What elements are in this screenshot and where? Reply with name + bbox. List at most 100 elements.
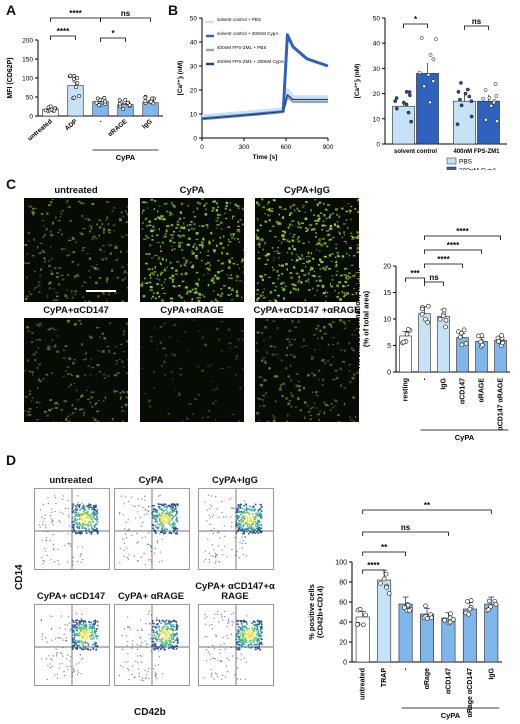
flow-event: [248, 634, 251, 637]
micrograph-speckle: [24, 243, 28, 247]
micrograph-speckle: [160, 364, 163, 368]
micrograph-speckle: [285, 354, 289, 357]
flow-event: [92, 648, 95, 650]
flow-event: [240, 528, 243, 531]
micrograph-speckle: [194, 254, 198, 257]
micrograph-speckle: [228, 286, 231, 290]
micrograph-speckle: [148, 224, 152, 227]
flow-event: [94, 505, 97, 508]
micrograph-speckle: [227, 366, 230, 369]
flow-event: [76, 673, 79, 676]
micrograph-speckle: [321, 238, 325, 240]
flow-event: [150, 550, 152, 553]
flow-event: [174, 639, 177, 642]
micrograph-speckle: [327, 268, 331, 270]
micrograph-speckle: [326, 292, 329, 294]
micrograph-speckle: [149, 289, 153, 291]
flow-event: [89, 505, 92, 508]
micrograph-speckle: [35, 286, 38, 288]
flow-event: [72, 510, 75, 512]
flow-event: [74, 627, 77, 629]
flow-event: [172, 641, 175, 643]
micrograph-speckle: [158, 295, 161, 298]
flow-event: [242, 539, 244, 542]
flow-event: [80, 632, 83, 635]
micrograph-speckle: [55, 343, 57, 346]
micrograph-speckle: [207, 261, 210, 264]
flow-event: [144, 495, 146, 498]
micrograph-speckle: [164, 269, 167, 272]
flow-event: [258, 641, 261, 644]
flow-event: [137, 668, 140, 670]
micrograph-speckle: [307, 404, 309, 407]
micrograph-speckle: [140, 346, 143, 348]
micrograph-speckle: [271, 266, 274, 268]
micrograph-speckle: [289, 207, 292, 209]
micrograph-speckle: [292, 203, 296, 206]
flow-event: [84, 523, 87, 526]
flow-event: [92, 516, 94, 519]
flow-event: [75, 632, 78, 635]
micrograph-speckle: [216, 277, 219, 280]
micrograph-speckle: [221, 251, 223, 255]
micrograph-speckle: [291, 283, 295, 286]
micrograph-speckle: [79, 408, 81, 411]
flow-event: [239, 523, 242, 526]
flow-event: [240, 519, 242, 521]
micrograph-speckle: [315, 394, 319, 397]
flow-event: [260, 638, 263, 641]
micrograph-speckle: [38, 252, 42, 254]
micrograph-speckle: [67, 206, 71, 209]
micrograph-speckle: [127, 263, 128, 266]
data-point: [465, 599, 470, 604]
sig-group-bracket: [403, 23, 428, 28]
micrograph-speckle: [209, 264, 211, 267]
micrograph-speckle: [51, 372, 53, 374]
micrograph-speckle: [64, 345, 68, 347]
sig-cypa-acd147-label: ****: [437, 255, 450, 264]
flow-event: [155, 638, 158, 641]
data-point: [406, 327, 411, 332]
flow-event: [159, 551, 162, 553]
flow-event: [249, 630, 251, 633]
flow-event: [166, 528, 169, 531]
flow-event: [237, 625, 240, 628]
flow-event: [254, 636, 257, 639]
flow-event: [172, 510, 175, 513]
micrograph-speckle: [294, 326, 298, 329]
data-point: [401, 100, 406, 105]
micrograph-speckle: [220, 262, 224, 265]
micrograph-speckle: [88, 335, 92, 337]
micrograph-speckle: [189, 261, 193, 263]
flow-event: [93, 620, 95, 623]
flow-event: [160, 503, 163, 506]
micrograph-speckle: [51, 339, 54, 341]
flow-event: [225, 635, 228, 637]
micrograph-speckle: [94, 281, 98, 284]
micrograph-speckle: [150, 340, 154, 342]
data-point: [381, 576, 387, 582]
micrograph-speckle: [57, 220, 61, 222]
flow-event: [246, 511, 249, 513]
micrograph-speckle: [321, 337, 324, 340]
micrograph-speckle: [193, 291, 197, 294]
micrograph-speckle: [314, 402, 316, 405]
bar: [399, 335, 412, 373]
flow-event: [137, 511, 139, 513]
flow-event: [85, 632, 87, 635]
micrograph-speckle: [301, 254, 303, 257]
flow-event: [233, 507, 235, 509]
micrograph-speckle: [186, 289, 190, 292]
micrograph-speckle: [214, 298, 217, 301]
micrograph-speckle: [186, 224, 189, 227]
micrograph-speckle: [297, 221, 299, 224]
data-point: [458, 97, 462, 102]
flow-event: [159, 640, 161, 643]
flow-event: [56, 677, 59, 680]
micrograph-speckle: [241, 338, 244, 341]
flow-event: [154, 644, 157, 646]
data-point: [422, 84, 427, 89]
micrograph-speckle: [267, 214, 269, 217]
micrograph-speckle: [318, 369, 321, 372]
